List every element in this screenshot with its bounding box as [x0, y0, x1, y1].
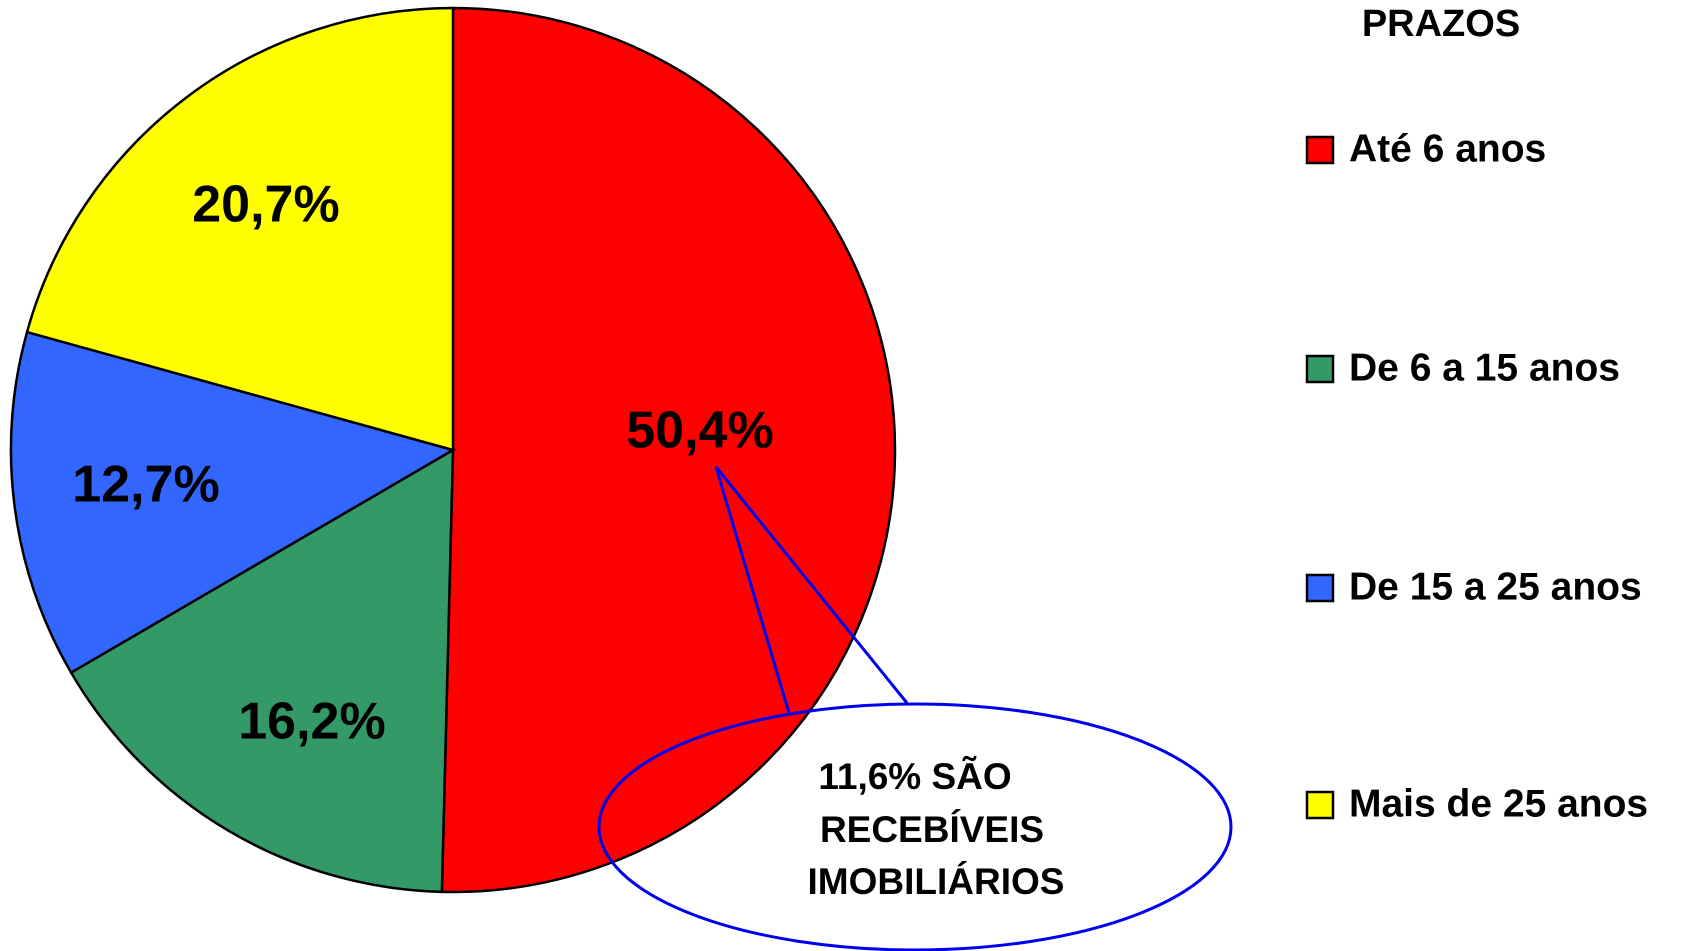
data-label: 50,4%	[626, 402, 773, 460]
legend-swatch	[1305, 135, 1335, 165]
data-label: 16,2%	[238, 693, 385, 751]
pie-slice	[25, 6, 455, 452]
pie-slice	[69, 447, 455, 894]
callout-pointer	[714, 466, 909, 714]
legend-label: De 6 a 15 anos	[1349, 346, 1620, 389]
legend-label: Até 6 anos	[1349, 127, 1546, 170]
data-label: 12,7%	[72, 456, 219, 514]
legend-swatch	[1305, 790, 1335, 820]
legend-label: De 15 a 25 anos	[1349, 565, 1642, 608]
annotation-line: 11,6% SÃO	[818, 755, 1011, 797]
legend-title: PRAZOS	[1362, 3, 1520, 45]
annotation-line: IMOBILIÁRIOS	[808, 861, 1065, 902]
legend-label: Mais de 25 anos	[1349, 782, 1648, 825]
data-label: 20,7%	[192, 176, 339, 234]
pie-slice	[9, 330, 457, 675]
callout-bubble	[597, 702, 1233, 951]
annotation-line: RECEBÍVEIS	[820, 809, 1044, 850]
legend-swatch	[1305, 354, 1335, 384]
legend-swatch	[1305, 573, 1335, 603]
pie-slice	[440, 6, 897, 894]
